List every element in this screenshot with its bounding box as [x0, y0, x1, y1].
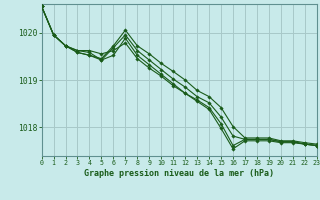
X-axis label: Graphe pression niveau de la mer (hPa): Graphe pression niveau de la mer (hPa) — [84, 169, 274, 178]
